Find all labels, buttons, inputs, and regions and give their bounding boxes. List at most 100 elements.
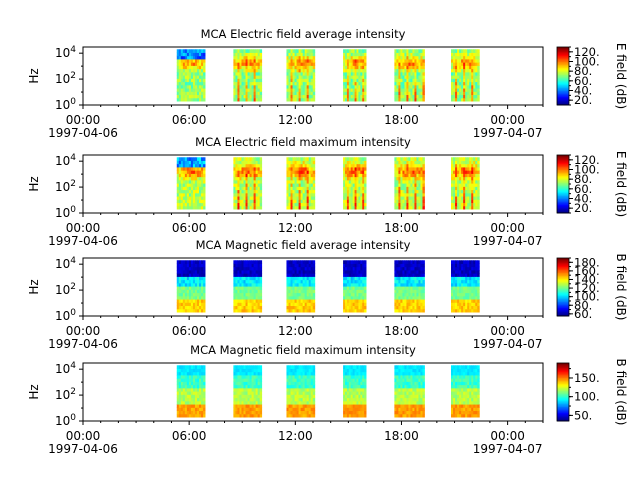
spectrogram-cell: [364, 279, 367, 284]
spectrogram-cell: [253, 400, 257, 405]
colorbar-segment: [557, 288, 569, 291]
spectrogram-cell: [356, 97, 359, 102]
spectrogram-cell: [477, 196, 480, 200]
spectrogram-cell: [356, 52, 359, 57]
spectrogram-cell: [243, 59, 246, 63]
spectrogram-cell: [362, 276, 365, 281]
spectrogram-cell: [459, 276, 462, 281]
spectrogram-cell: [188, 263, 192, 268]
spectrogram-cell: [190, 391, 194, 395]
spectrogram-cell: [304, 170, 308, 174]
spectrogram-cell: [412, 299, 415, 303]
spectrogram-cell: [412, 292, 415, 297]
spectrogram-cell: [302, 407, 306, 412]
spectrogram-cell: [296, 394, 299, 399]
spectrogram-cell: [235, 170, 238, 174]
spectrogram-cell: [469, 299, 472, 303]
spectrogram-cell: [249, 378, 252, 382]
spectrogram-cell: [457, 84, 460, 89]
spectrogram-cell: [346, 65, 350, 70]
spectrogram-cell: [290, 196, 293, 200]
spectrogram-cell: [186, 196, 190, 200]
spectrogram-cell: [412, 75, 415, 79]
spectrogram-cell: [294, 286, 297, 290]
spectrogram-cell: [190, 273, 194, 277]
spectrogram-cell: [180, 65, 184, 70]
spectrogram-cell: [196, 52, 200, 57]
spectrogram-cell: [304, 88, 308, 92]
spectrogram-cell: [203, 391, 206, 395]
spectrogram-cell: [196, 160, 200, 165]
spectrogram-cell: [196, 192, 200, 197]
spectrogram-cell: [400, 276, 403, 281]
spectrogram-cell: [184, 192, 188, 197]
spectrogram-cell: [192, 400, 196, 405]
spectrogram-cell: [186, 192, 190, 197]
spectrogram-cell: [235, 52, 238, 57]
spectrogram-cell: [290, 49, 293, 53]
spectrogram-cell: [352, 260, 355, 264]
spectrogram-cell: [294, 94, 297, 99]
spectrogram-cell: [302, 91, 306, 96]
spectrogram-cell: [294, 260, 297, 264]
spectrogram-cell: [412, 88, 415, 92]
spectrogram-cell: [184, 266, 188, 271]
spectrogram-cell: [364, 263, 367, 268]
spectrogram-cell: [257, 375, 261, 379]
spectrogram-cell: [404, 173, 407, 178]
spectrogram-cell: [241, 292, 244, 297]
spectrogram-cell: [245, 199, 248, 204]
spectrogram-cell: [201, 302, 204, 307]
spectrogram-cell: [420, 308, 423, 313]
spectrogram-cell: [288, 62, 291, 66]
spectrogram-cell: [402, 273, 405, 277]
spectrogram-cell: [253, 167, 257, 171]
spectrogram-cell: [180, 295, 184, 300]
spectrogram-cell: [237, 384, 240, 389]
spectrogram-cell: [362, 308, 365, 313]
spectrogram-cell: [364, 273, 367, 277]
spectrogram-cell: [402, 260, 405, 264]
spectrogram-cell: [304, 75, 308, 79]
spectrogram-cell: [465, 276, 468, 281]
spectrogram-cell: [473, 186, 476, 191]
spectrogram-cell: [404, 75, 407, 79]
spectrogram-cell: [259, 266, 263, 271]
spectrogram-cell: [286, 308, 289, 313]
spectrogram-cell: [469, 97, 472, 102]
spectrogram-cell: [292, 78, 295, 83]
spectrogram-cell: [312, 263, 316, 268]
spectrogram-cell: [408, 305, 411, 310]
spectrogram-cell: [463, 186, 466, 191]
spectrogram-cell: [182, 189, 186, 194]
spectrogram-cell: [422, 157, 425, 161]
spectrogram-cell: [196, 371, 200, 376]
spectrogram-cell: [398, 292, 401, 297]
spectrogram-cell: [233, 387, 236, 392]
spectrogram-cell: [298, 65, 302, 70]
spectrogram-cell: [306, 410, 310, 415]
spectrogram-cell: [400, 97, 403, 102]
spectrogram-cell: [247, 160, 250, 165]
spectrogram-cell: [239, 365, 242, 369]
spectrogram-cell: [469, 94, 472, 99]
spectrogram-cell: [249, 375, 252, 379]
spectrogram-cell: [364, 71, 367, 76]
spectrogram-cell: [300, 295, 304, 300]
spectrogram-cell: [475, 62, 478, 66]
spectrogram-cell: [235, 397, 238, 402]
spectrogram-cell: [298, 410, 302, 415]
spectrogram-cell: [354, 65, 357, 70]
spectrogram-cell: [467, 97, 470, 102]
spectrogram-cell: [453, 299, 456, 303]
spectrogram-cell: [467, 276, 470, 281]
spectrogram-cell: [312, 192, 316, 197]
spectrogram-cell: [192, 260, 196, 264]
spectrogram-cell: [247, 81, 250, 86]
spectrogram-cell: [467, 49, 470, 53]
spectrogram-cell: [292, 81, 295, 86]
spectrogram-cell: [455, 78, 458, 83]
spectrogram-cell: [201, 78, 204, 83]
spectrogram-cell: [290, 404, 293, 408]
spectrogram-cell: [394, 65, 397, 70]
